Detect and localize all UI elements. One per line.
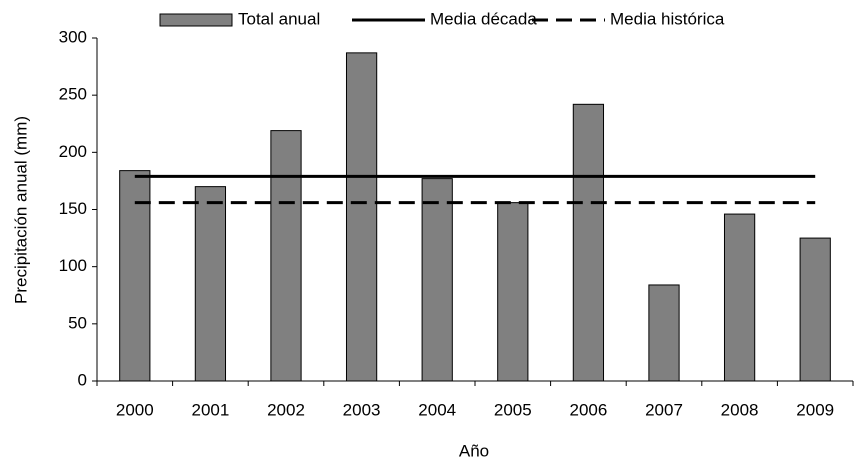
y-tick-label: 100	[59, 256, 87, 275]
legend-label: Media histórica	[610, 9, 725, 28]
y-tick-label: 0	[78, 370, 87, 389]
bar	[799, 237, 831, 382]
x-tick-label: 2001	[191, 400, 229, 419]
x-tick-label: 2009	[796, 400, 834, 419]
bar	[648, 284, 680, 382]
y-tick-label: 250	[59, 85, 87, 104]
y-tick-label: 200	[59, 142, 87, 161]
bar	[572, 103, 605, 382]
bar	[194, 186, 227, 382]
legend-label: Media década	[430, 9, 537, 28]
legend-swatch	[159, 13, 233, 27]
y-tick-label: 150	[59, 199, 87, 218]
bar	[497, 202, 529, 382]
x-tick-label: 2006	[569, 400, 607, 419]
x-tick-label: 2002	[267, 400, 305, 419]
bar	[119, 170, 151, 382]
y-tick-label: 50	[68, 313, 87, 332]
bar	[270, 130, 302, 382]
bar	[345, 52, 378, 382]
x-tick-label: 2007	[645, 400, 683, 419]
x-tick-label: 2003	[343, 400, 381, 419]
x-tick-label: 2008	[721, 400, 759, 419]
x-tick-label: 2005	[494, 400, 532, 419]
x-axis-label: Año	[459, 441, 489, 460]
bar	[723, 213, 756, 382]
y-tick-label: 300	[59, 27, 87, 46]
y-axis-label: Precipitación anual (mm)	[11, 116, 30, 304]
x-tick-label: 2000	[116, 400, 154, 419]
x-tick-label: 2004	[418, 400, 456, 419]
legend-label: Total anual	[238, 9, 320, 28]
bar	[421, 178, 453, 382]
